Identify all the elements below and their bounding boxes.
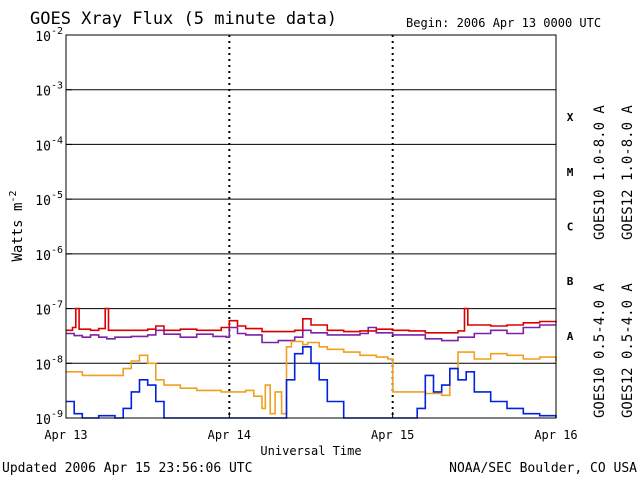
- y-tick-base: 10: [35, 249, 51, 264]
- x-tick-label: Apr 15: [371, 428, 414, 442]
- flare-class-label: M: [567, 166, 574, 179]
- chart-title: GOES Xray Flux (5 minute data): [30, 9, 337, 29]
- credit-text: NOAA/SEC Boulder, CO USA: [449, 461, 637, 476]
- y-tick-exp: -2: [51, 26, 63, 37]
- y-tick-label: 10-4: [35, 135, 63, 154]
- series-lines: [66, 307, 557, 419]
- y-tick-base: 10: [35, 413, 51, 428]
- grid-lines: [66, 35, 556, 418]
- y-axis-label-exp: -2: [8, 190, 19, 202]
- x-tick-label: Apr 14: [208, 428, 251, 442]
- y-tick-exp: -5: [51, 190, 63, 201]
- y-tick-base: 10: [35, 304, 51, 319]
- y-tick-label: 10-7: [35, 300, 63, 319]
- x-tick-label: Apr 16: [534, 428, 577, 442]
- legend-item: GOES10 0.5-4.0 A: [592, 283, 608, 418]
- y-tick-labels: 10-910-810-710-610-510-410-310-2: [35, 26, 72, 428]
- legend-label: GOES12 0.5-4.0 A: [620, 283, 636, 418]
- series-line: [66, 307, 557, 334]
- flare-class-label: C: [567, 221, 574, 234]
- updated-text: Updated 2006 Apr 15 23:56:06 UTC: [2, 461, 252, 476]
- flare-class-labels: A B C M X: [567, 111, 574, 343]
- legend-label: GOES12 1.0-8.0 A: [620, 105, 636, 240]
- y-tick-base: 10: [35, 139, 51, 154]
- y-tick-exp: -8: [51, 354, 63, 365]
- y-tick-base: 10: [35, 358, 51, 373]
- y-tick-label: 10-3: [35, 81, 63, 100]
- series-line: [66, 346, 557, 419]
- y-tick-exp: -7: [51, 300, 63, 311]
- plot-frame: [65, 34, 557, 419]
- x-tick-label: Apr 13: [44, 428, 87, 442]
- y-tick-label: 10-8: [35, 354, 63, 373]
- y-tick-exp: -3: [51, 81, 63, 92]
- y-tick-label: 10-9: [35, 409, 63, 428]
- legend: GOES10 1.0-8.0 A GOES12 1.0-8.0 A GOES10 0…: [592, 105, 636, 418]
- legend-label: GOES10 0.5-4.0 A: [592, 283, 608, 418]
- x-tick-labels: Apr 13 Apr 14 Apr 15 Apr 16: [44, 412, 578, 442]
- legend-item: GOES10 1.0-8.0 A: [592, 105, 608, 240]
- flare-class-label: X: [567, 111, 574, 124]
- begin-label: Begin: 2006 Apr 13 0000 UTC: [406, 16, 601, 30]
- flare-class-label: A: [567, 330, 574, 343]
- x-axis-label: Universal Time: [260, 444, 361, 458]
- y-tick-base: 10: [35, 85, 51, 100]
- y-tick-exp: -4: [51, 135, 63, 146]
- legend-label: GOES10 1.0-8.0 A: [592, 105, 608, 240]
- y-tick-label: 10-6: [35, 245, 63, 264]
- y-axis-label: Watts m-2: [8, 190, 26, 261]
- y-tick-base: 10: [35, 194, 51, 209]
- legend-item: GOES12 1.0-8.0 A: [620, 105, 636, 240]
- legend-item: GOES12 0.5-4.0 A: [620, 283, 636, 418]
- y-tick-base: 10: [35, 30, 51, 45]
- y-tick-label: 10-5: [35, 190, 63, 209]
- flare-class-label: B: [567, 275, 574, 288]
- series-line: [66, 324, 556, 344]
- y-tick-label: 10-2: [35, 26, 63, 45]
- y-tick-exp: -6: [51, 245, 63, 256]
- y-axis-label-text: Watts m: [10, 203, 26, 262]
- svg-text:Watts m-2: Watts m-2: [8, 190, 26, 261]
- y-tick-exp: -9: [51, 409, 63, 420]
